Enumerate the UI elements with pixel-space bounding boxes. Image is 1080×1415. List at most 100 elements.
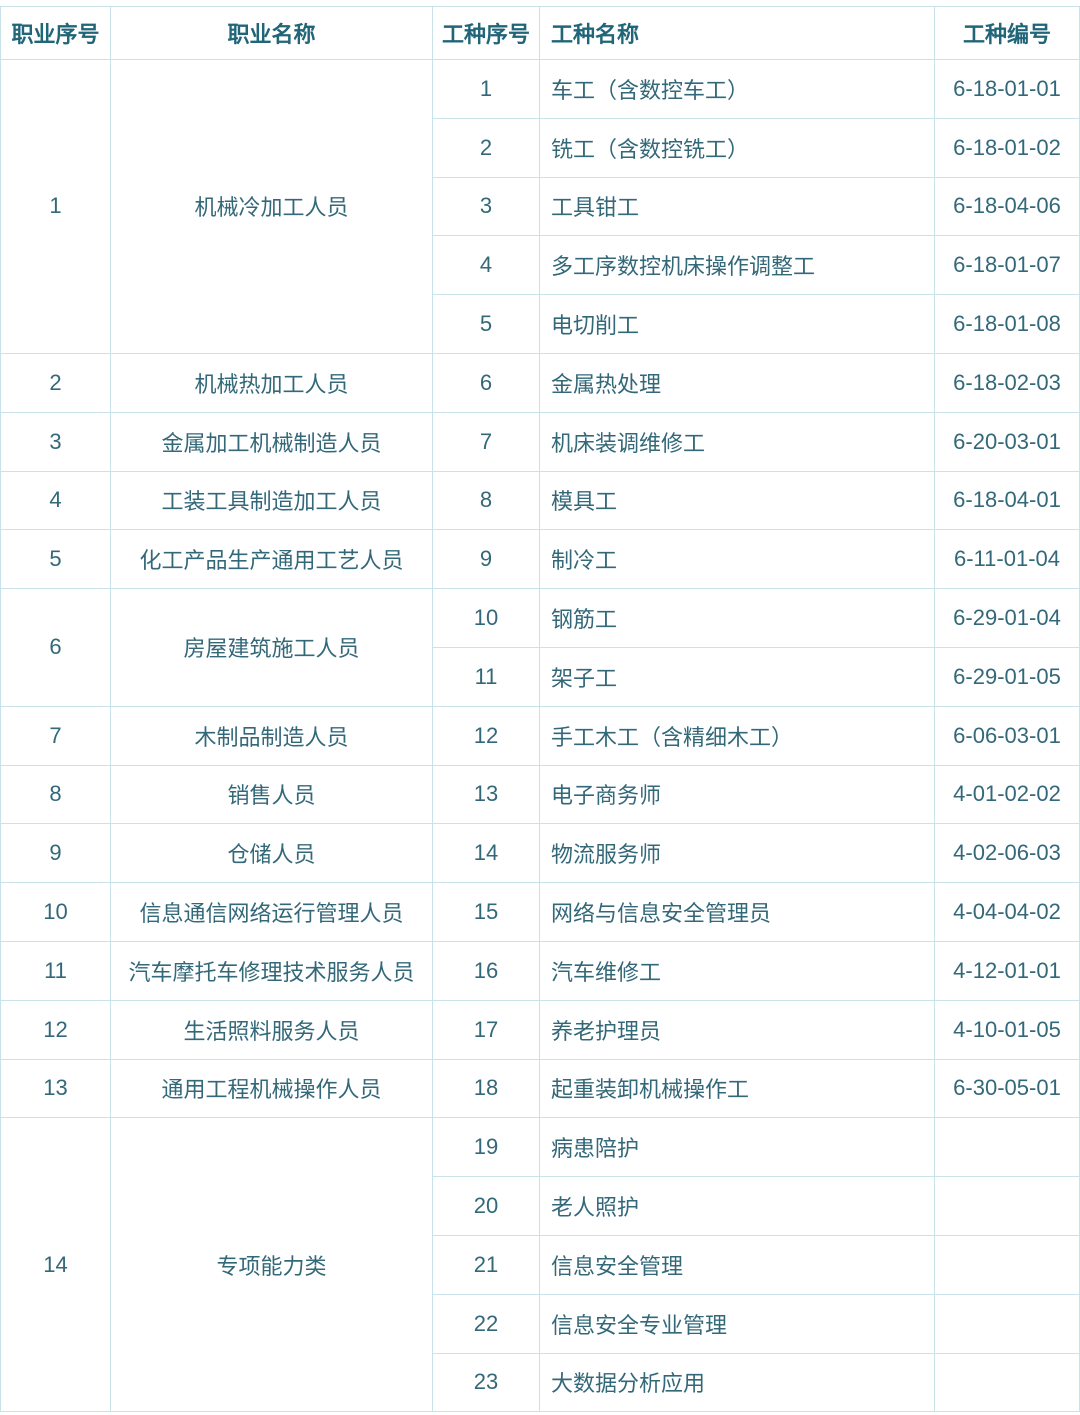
worktype-code-cell: 6-20-03-01 (934, 411, 1080, 472)
table-row: 13 通用工程机械操作人员 18 起重装卸机械操作工 6-30-05-01 (0, 1058, 1080, 1119)
worktype-code-cell: 4-02-06-03 (934, 823, 1080, 884)
worktype-no-cell: 13 (432, 764, 540, 825)
table-row: 12 生活照料服务人员 17 养老护理员 4-10-01-05 (0, 999, 1080, 1060)
worktype-name-cell: 老人照护 (539, 1176, 935, 1236)
worktype-code-cell (934, 1234, 1080, 1295)
occupation-no-cell: 8 (0, 764, 111, 825)
worktype-name-cell: 手工木工（含精细木工） (539, 705, 935, 766)
worktype-no-cell: 14 (432, 823, 540, 884)
occupation-no-cell: 12 (0, 999, 111, 1060)
worktype-name-cell: 物流服务师 (539, 823, 935, 884)
worktype-no-cell: 6 (432, 352, 540, 413)
occupation-name-cell: 机械热加工人员 (110, 352, 433, 413)
worktype-name-cell: 制冷工 (539, 529, 935, 590)
table-row: 6 房屋建筑施工人员 10 钢筋工 6-29-01-04 (0, 588, 1080, 707)
worktype-no-cell: 16 (432, 940, 540, 1001)
occupation-no-cell: 9 (0, 823, 111, 884)
occupation-name-cell: 机械冷加工人员 (110, 59, 433, 354)
worktype-code-cell: 4-10-01-05 (934, 999, 1080, 1060)
worktype-name-cell: 钢筋工 (539, 588, 935, 648)
occupation-no-cell: 10 (0, 882, 111, 942)
occupation-no-cell: 1 (0, 59, 111, 354)
worktype-code-cell (934, 1117, 1080, 1178)
worktype-no-cell: 11 (432, 646, 540, 707)
occupation-no-cell: 3 (0, 411, 111, 472)
worktype-code-cell: 6-06-03-01 (934, 705, 1080, 766)
occupation-no-cell: 6 (0, 588, 111, 707)
worktype-no-cell: 3 (432, 176, 540, 237)
worktype-name-cell: 架子工 (539, 646, 935, 707)
occupation-worktype-table: 职业序号 职业名称 工种序号 工种名称 工种编号 1 机械冷加工人员 1 车工（含数控… (0, 6, 1080, 1413)
table-row: 5 化工产品生产通用工艺人员 9 制冷工 6-11-01-04 (0, 529, 1080, 590)
worktype-code-cell: 6-30-05-01 (934, 1058, 1080, 1119)
worktype-code-cell: 6-18-01-02 (934, 117, 1080, 178)
table-row: 22 信息安全专业管理 (1, 1293, 1080, 1354)
occupation-name-cell: 金属加工机械制造人员 (110, 411, 433, 472)
worktype-name-cell: 大数据分析应用 (539, 1352, 935, 1413)
worktype-code-cell: 6-11-01-04 (934, 529, 1080, 590)
worktype-code-cell: 4-01-02-02 (934, 764, 1080, 825)
worktype-name-cell: 信息安全专业管理 (539, 1293, 935, 1354)
worktype-no-cell: 5 (432, 294, 540, 354)
worktype-name-cell: 电切削工 (539, 294, 935, 354)
worktype-name-cell: 铣工（含数控铣工） (539, 117, 935, 178)
col-header-worktype-name: 工种名称 (539, 6, 935, 60)
table-row: 3 工具钳工 6-18-04-06 (1, 176, 1080, 237)
occupation-no-cell: 4 (0, 470, 111, 531)
worktype-no-cell: 23 (432, 1352, 540, 1413)
occupation-name-cell: 专项能力类 (110, 1117, 433, 1413)
occupation-no-cell: 7 (0, 705, 111, 766)
worktype-name-cell: 养老护理员 (539, 999, 935, 1060)
worktype-code-cell (934, 1352, 1080, 1413)
table-row: 5 电切削工 6-18-01-08 (1, 294, 1080, 354)
worktype-code-cell: 4-12-01-01 (934, 940, 1080, 1001)
worktype-no-cell: 10 (432, 588, 540, 648)
worktype-code-cell: 4-04-04-02 (934, 882, 1080, 942)
worktype-name-cell: 机床装调维修工 (539, 411, 935, 472)
worktype-name-cell: 车工（含数控车工） (539, 59, 935, 119)
worktype-code-cell: 6-18-01-01 (934, 59, 1080, 119)
occupation-name-cell: 工装工具制造加工人员 (110, 470, 433, 531)
table-row: 11 架子工 6-29-01-05 (1, 646, 1080, 707)
table-row: 7 木制品制造人员 12 手工木工（含精细木工） 6-06-03-01 (0, 705, 1080, 766)
worktype-name-cell: 汽车维修工 (539, 940, 935, 1001)
occupation-no-cell: 14 (0, 1117, 111, 1413)
worktype-name-cell: 金属热处理 (539, 352, 935, 413)
worktype-no-cell: 7 (432, 411, 540, 472)
occupation-name-cell: 仓储人员 (110, 823, 433, 884)
worktype-code-cell (934, 1176, 1080, 1236)
worktype-name-cell: 起重装卸机械操作工 (539, 1058, 935, 1119)
table-row: 20 老人照护 (1, 1176, 1080, 1236)
occupation-name-cell: 房屋建筑施工人员 (110, 588, 433, 707)
table-row: 2 机械热加工人员 6 金属热处理 6-18-02-03 (0, 352, 1080, 413)
worktype-no-cell: 22 (432, 1293, 540, 1354)
occupation-name-cell: 销售人员 (110, 764, 433, 825)
occupation-no-cell: 11 (0, 940, 111, 1001)
table-row: 8 销售人员 13 电子商务师 4-01-02-02 (0, 764, 1080, 825)
worktype-code-cell: 6-18-04-01 (934, 470, 1080, 531)
worktype-name-cell: 电子商务师 (539, 764, 935, 825)
worktype-code-cell (934, 1293, 1080, 1354)
worktype-name-cell: 网络与信息安全管理员 (539, 882, 935, 942)
occupation-no-cell: 5 (0, 529, 111, 590)
worktype-code-cell: 6-18-01-07 (934, 235, 1080, 296)
occupation-name-cell: 木制品制造人员 (110, 705, 433, 766)
col-header-occupation-name: 职业名称 (110, 6, 433, 60)
worktype-code-cell: 6-29-01-05 (934, 646, 1080, 707)
table-row: 1 机械冷加工人员 1 车工（含数控车工） 6-18-01-01 (0, 59, 1080, 354)
worktype-code-cell: 6-29-01-04 (934, 588, 1080, 648)
occupation-no-cell: 2 (0, 352, 111, 413)
worktype-name-cell: 病患陪护 (539, 1117, 935, 1178)
col-header-worktype-no: 工种序号 (432, 6, 540, 60)
col-header-occupation-no: 职业序号 (0, 6, 111, 60)
worktype-no-cell: 4 (432, 235, 540, 296)
occupation-name-cell: 通用工程机械操作人员 (110, 1058, 433, 1119)
worktype-name-cell: 多工序数控机床操作调整工 (539, 235, 935, 296)
worktype-no-cell: 15 (432, 882, 540, 942)
table-row: 3 金属加工机械制造人员 7 机床装调维修工 6-20-03-01 (0, 411, 1080, 472)
worktype-no-cell: 1 (432, 59, 540, 119)
table-row: 10 信息通信网络运行管理人员 15 网络与信息安全管理员 4-04-04-02 (0, 882, 1080, 942)
worktype-no-cell: 17 (432, 999, 540, 1060)
worktype-code-cell: 6-18-01-08 (934, 294, 1080, 354)
occupation-no-cell: 13 (0, 1058, 111, 1119)
